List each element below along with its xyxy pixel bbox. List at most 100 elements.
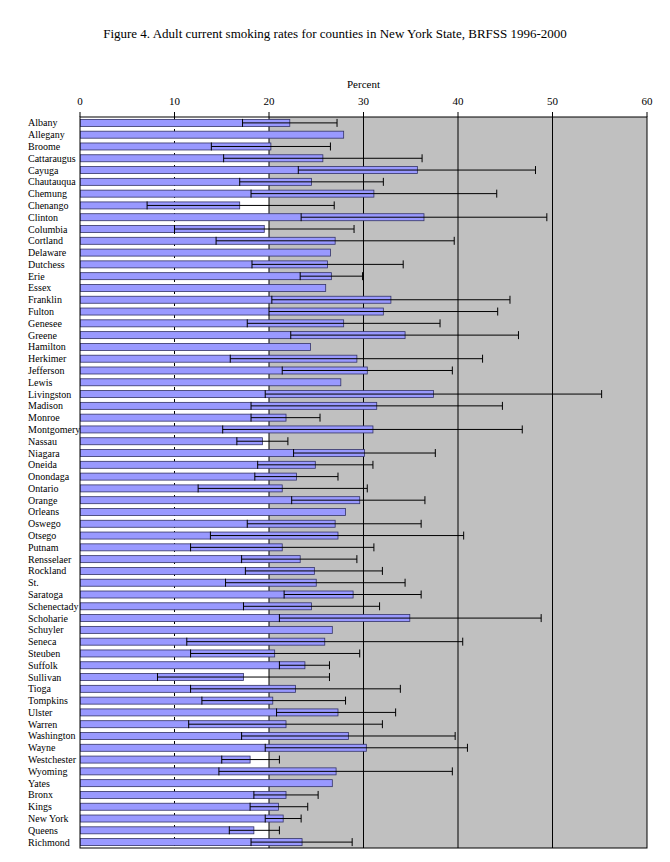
error-cap [518, 331, 519, 339]
error-bar [251, 838, 352, 846]
error-cap [352, 838, 353, 846]
error-line [279, 665, 329, 666]
error-cap [320, 414, 321, 422]
error-line [247, 523, 421, 524]
category-label: Otsego [28, 530, 56, 541]
category-label: Orange [28, 495, 58, 506]
error-bar [292, 496, 425, 504]
error-cap [455, 732, 456, 740]
bar [80, 508, 346, 515]
error-bar [191, 649, 360, 657]
error-line [224, 158, 422, 159]
error-cap [329, 661, 330, 669]
tick [363, 112, 364, 117]
error-line [251, 405, 502, 406]
error-cap [190, 543, 191, 551]
bar [80, 131, 344, 138]
category-label: Schuyler [28, 624, 64, 635]
error-cap [287, 437, 288, 445]
error-cap [298, 166, 299, 174]
error-cap [271, 296, 272, 304]
error-cap [403, 260, 404, 268]
error-cap [276, 708, 277, 716]
error-cap [452, 366, 453, 374]
bar [80, 273, 331, 280]
error-line [279, 618, 541, 619]
error-cap [245, 567, 246, 575]
bar [80, 284, 326, 291]
category-label: Rensselaer [28, 554, 72, 565]
category-label: Bronx [28, 789, 53, 800]
error-cap [279, 826, 280, 834]
category-label: Franklin [28, 294, 62, 305]
error-cap [318, 791, 319, 799]
category-label: Livingston [28, 389, 71, 400]
error-cap [216, 237, 217, 245]
error-cap [379, 602, 380, 610]
category-label: Onondaga [28, 471, 70, 482]
error-line [191, 653, 360, 654]
error-line [242, 735, 456, 736]
error-cap [454, 237, 455, 245]
error-cap [383, 178, 384, 186]
category-label: Clinton [28, 212, 58, 223]
error-line [222, 759, 280, 760]
error-cap [229, 826, 230, 834]
error-bar [247, 520, 421, 528]
title: Figure 4. Adult current smoking rates fo… [103, 26, 567, 41]
error-cap [382, 567, 383, 575]
error-cap [502, 402, 503, 410]
error-cap [382, 720, 383, 728]
error-line [187, 641, 463, 642]
bar [80, 379, 341, 386]
error-cap [243, 602, 244, 610]
chart: Figure 4. Adult current smoking rates fo… [0, 0, 670, 862]
category-label: Greene [28, 330, 57, 341]
tick [269, 112, 270, 117]
error-cap [535, 166, 536, 174]
error-bar [279, 661, 329, 669]
tick-label: 20 [264, 95, 276, 107]
error-cap [186, 638, 187, 646]
error-cap [301, 213, 302, 221]
error-bar [247, 319, 440, 327]
error-line [284, 594, 421, 595]
error-cap [218, 767, 219, 775]
error-cap [190, 649, 191, 657]
error-line [294, 453, 436, 454]
error-cap [211, 142, 212, 150]
error-cap [362, 272, 363, 280]
error-bar [251, 402, 502, 410]
error-cap [359, 649, 360, 657]
category-label: Yates [28, 778, 50, 789]
tick-label: 30 [358, 95, 370, 107]
error-bar [237, 437, 288, 445]
bar [80, 803, 278, 810]
error-cap [395, 708, 396, 716]
error-bar [291, 331, 519, 339]
category-label: Monroe [28, 412, 60, 423]
error-bar [294, 449, 436, 457]
error-line [243, 122, 338, 123]
error-line [282, 370, 452, 371]
error-line [269, 311, 498, 312]
error-cap [253, 791, 254, 799]
error-cap [198, 484, 199, 492]
error-cap [301, 815, 302, 823]
error-bar [258, 461, 373, 469]
category-label: Niagara [28, 448, 60, 459]
error-line [175, 229, 355, 230]
error-cap [223, 154, 224, 162]
category-label: Oneida [28, 459, 57, 470]
tick [80, 112, 81, 117]
category-label: Warren [28, 719, 57, 730]
category-label: Orleans [28, 506, 59, 517]
category-label: Queens [28, 825, 58, 836]
category-label: St. [28, 577, 39, 588]
error-cap [250, 803, 251, 811]
error-cap [257, 461, 258, 469]
error-bar [250, 803, 308, 811]
error-line [250, 806, 308, 807]
category-label: Steuben [28, 648, 60, 659]
error-line [291, 335, 519, 336]
